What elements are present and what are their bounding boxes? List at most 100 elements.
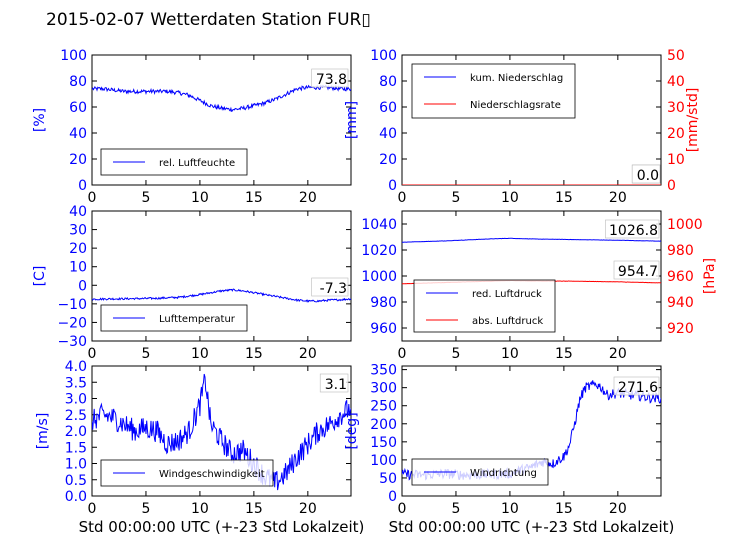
x-tick-label: 10 xyxy=(191,190,209,206)
y-tick-label: 350 xyxy=(370,363,397,379)
y-tick-label: −30 xyxy=(57,334,87,350)
legend-label: red. Luftdruck xyxy=(472,289,542,300)
value-annotation: 954.7 xyxy=(618,264,658,280)
legend-label: Lufttemperatur xyxy=(159,314,236,325)
x-axis-label: Std 00:00:00 UTC (+-23 Std Lokalzeit) xyxy=(79,518,365,536)
x-tick-label: 15 xyxy=(245,501,263,517)
y-axis-label: [mm] xyxy=(344,101,360,139)
y-tick-label: 1.5 xyxy=(65,440,87,456)
y2-axis-label: [mm/std] xyxy=(685,88,701,153)
y2-tick-label: 40 xyxy=(667,74,685,90)
y-tick-label: 1.0 xyxy=(65,457,87,473)
y-tick-label: 10 xyxy=(69,260,87,276)
legend-label: Windgeschwindigkeit xyxy=(159,469,265,480)
y-tick-label: 0 xyxy=(78,278,87,294)
y2-tick-label: 960 xyxy=(667,269,694,285)
x-tick-label: 20 xyxy=(299,190,317,206)
x-tick-label: 10 xyxy=(191,501,209,517)
x-tick-label: 10 xyxy=(191,346,209,362)
x-tick-label: 15 xyxy=(245,346,263,362)
value-annotation: 0.0 xyxy=(637,168,659,184)
x-axis-label: Std 00:00:00 UTC (+-23 Std Lokalzeit) xyxy=(389,518,675,536)
y2-tick-label: 50 xyxy=(667,48,685,64)
y2-tick-label: 940 xyxy=(667,295,694,311)
x-tick-label: 20 xyxy=(609,190,627,206)
value-annotation: -7.3 xyxy=(320,281,347,297)
y-tick-label: 60 xyxy=(379,100,397,116)
y-axis-label: [deg] xyxy=(344,412,360,449)
y-tick-label: 0.5 xyxy=(65,473,87,489)
legend-label: rel. Luftfeuchte xyxy=(159,158,235,169)
value-annotation: 73.8 xyxy=(316,72,347,88)
y-tick-label: 0.0 xyxy=(65,489,87,505)
y2-tick-label: 920 xyxy=(667,321,694,337)
x-tick-label: 10 xyxy=(501,346,519,362)
y-axis-label: [C] xyxy=(32,266,48,287)
y-axis-label: [m/s] xyxy=(35,413,51,450)
y2-tick-label: 0 xyxy=(667,178,676,194)
value-annotation: 3.1 xyxy=(325,377,347,393)
x-tick-label: 15 xyxy=(555,501,573,517)
y-tick-label: 100 xyxy=(370,48,397,64)
y-tick-label: 20 xyxy=(69,152,87,168)
y-tick-label: 80 xyxy=(379,74,397,90)
x-tick-label: 0 xyxy=(88,190,97,206)
figure-title: 2015-02-07 Wetterdaten Station FUR▯ xyxy=(46,10,371,30)
x-tick-label: 20 xyxy=(299,501,317,517)
y-tick-label: −20 xyxy=(57,315,87,331)
y-tick-label: 0 xyxy=(388,178,397,194)
series-line xyxy=(92,373,351,491)
value-annotation-box xyxy=(631,164,661,184)
y-tick-label: 2.5 xyxy=(65,408,87,424)
y-tick-label: 980 xyxy=(370,295,397,311)
value-annotation-box xyxy=(311,277,349,297)
value-annotation-box xyxy=(605,219,660,239)
y-tick-label: 300 xyxy=(370,381,397,397)
value-annotation-box xyxy=(613,376,660,396)
y-tick-label: 80 xyxy=(69,74,87,90)
value-annotation-box xyxy=(311,68,349,88)
x-tick-label: 15 xyxy=(555,346,573,362)
y-tick-label: 1000 xyxy=(361,269,397,285)
y-tick-label: 100 xyxy=(370,453,397,469)
y-tick-label: 1040 xyxy=(361,217,397,233)
legend-box xyxy=(411,63,576,119)
series-line xyxy=(402,237,661,243)
x-tick-label: 5 xyxy=(451,190,460,206)
y-tick-label: 0 xyxy=(388,489,397,505)
y-tick-label: 3.0 xyxy=(65,392,87,408)
y-tick-label: 60 xyxy=(69,100,87,116)
x-tick-label: 20 xyxy=(299,346,317,362)
y2-tick-label: 10 xyxy=(667,152,685,168)
y-tick-label: 100 xyxy=(60,48,87,64)
y-tick-label: 2.0 xyxy=(65,424,87,440)
y2-axis-label: [hPa] xyxy=(702,258,718,294)
legend-label: kum. Niederschlag xyxy=(470,73,563,84)
x-tick-label: 5 xyxy=(141,501,150,517)
y-tick-label: 50 xyxy=(379,471,397,487)
x-tick-label: 0 xyxy=(398,190,407,206)
y-tick-label: 40 xyxy=(379,126,397,142)
value-annotation: 1026.8 xyxy=(609,223,658,239)
x-tick-label: 20 xyxy=(609,346,627,362)
y-tick-label: 40 xyxy=(69,204,87,220)
y-tick-label: −10 xyxy=(57,297,87,313)
legend-label: abs. Luftdruck xyxy=(472,316,543,327)
y-tick-label: 20 xyxy=(379,152,397,168)
series-line xyxy=(92,288,351,303)
x-tick-label: 5 xyxy=(451,501,460,517)
value-annotation-box xyxy=(613,260,660,280)
x-tick-label: 5 xyxy=(451,346,460,362)
y-tick-label: 0 xyxy=(78,178,87,194)
legend-label: Niederschlagsrate xyxy=(470,100,561,111)
series-line xyxy=(92,84,351,112)
y-tick-label: 30 xyxy=(69,223,87,239)
y-tick-label: 1020 xyxy=(361,243,397,259)
x-tick-label: 20 xyxy=(609,501,627,517)
x-tick-label: 0 xyxy=(88,346,97,362)
x-tick-label: 5 xyxy=(141,190,150,206)
value-annotation-box xyxy=(319,373,349,393)
y2-tick-label: 30 xyxy=(667,100,685,116)
y2-tick-label: 980 xyxy=(667,243,694,259)
